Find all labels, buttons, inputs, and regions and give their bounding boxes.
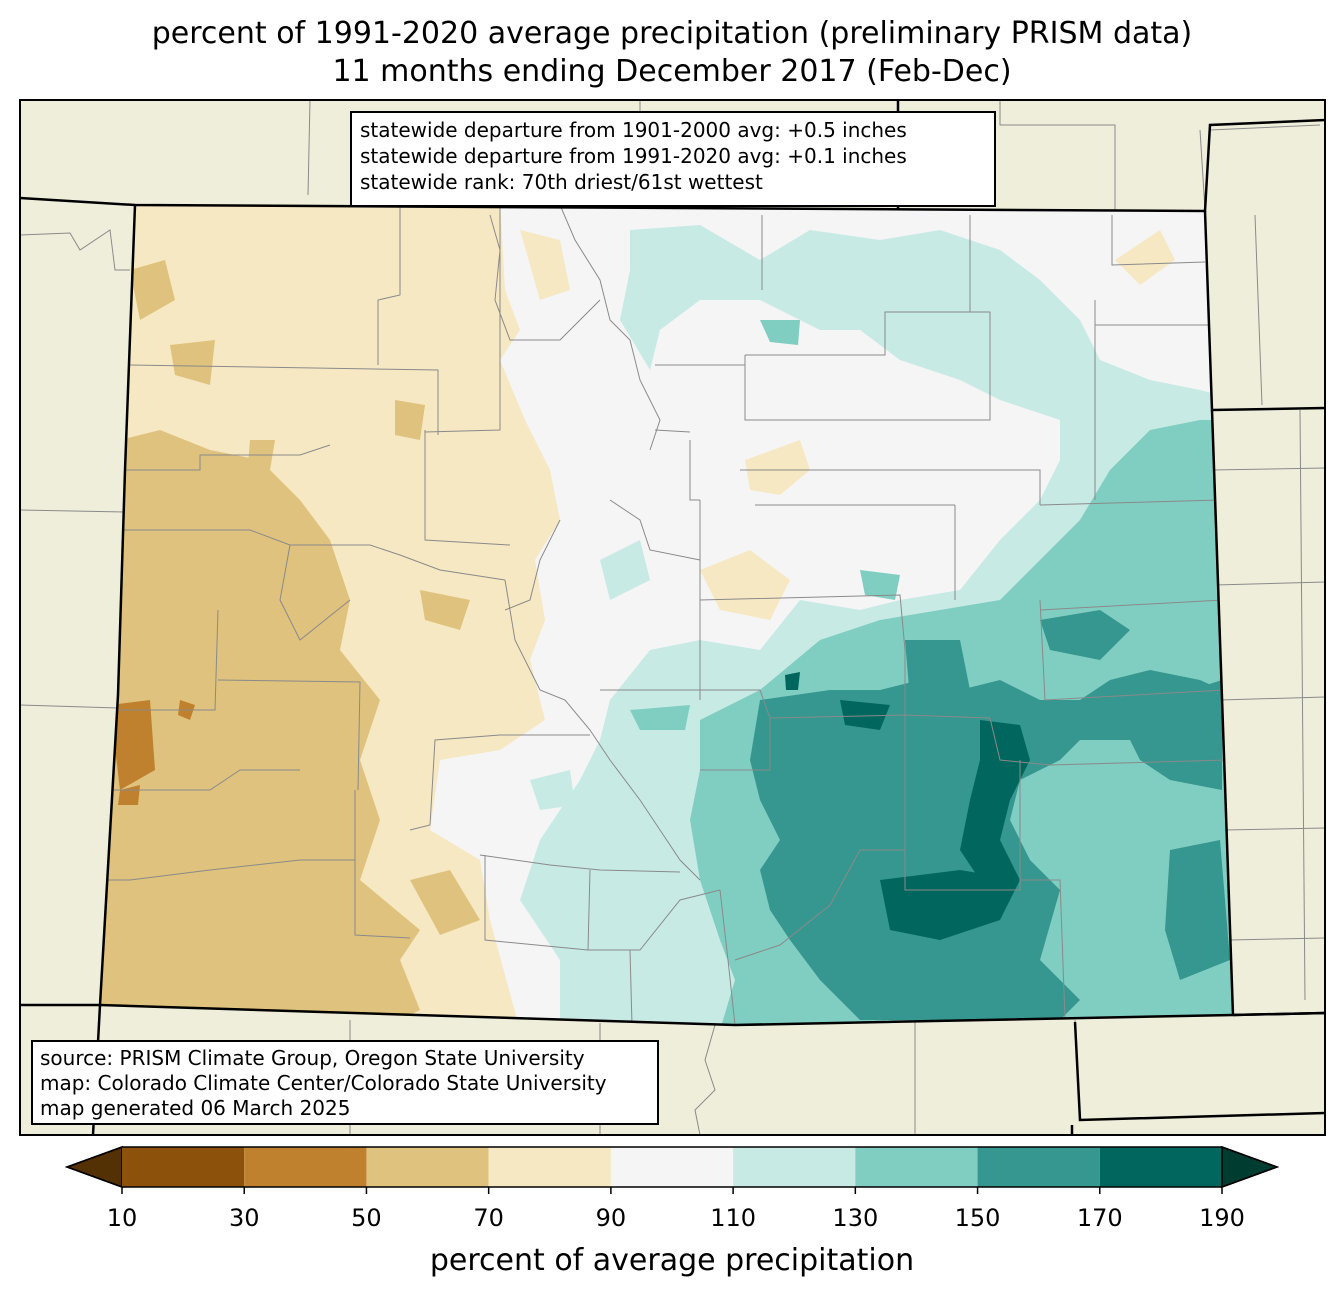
colorbar-tick-label: 70	[473, 1204, 504, 1232]
map-title-line-1: percent of 1991-2020 average precipitati…	[151, 16, 1193, 51]
colorbar-tick-label: 150	[954, 1204, 1001, 1232]
colorbar-tick-label: 30	[228, 1204, 260, 1232]
colorbar-tick-label: 190	[1199, 1204, 1245, 1232]
map-title-line-2: 11 months ending December 2017 (Feb-Dec)	[332, 54, 1012, 89]
statewide-stats-box: statewide departure from 1901-2000 avg: …	[350, 111, 996, 207]
stats-rank: statewide rank: 70th driest/61st wettest	[360, 170, 763, 194]
map-credit-line: map: Colorado Climate Center/Colorado St…	[40, 1071, 607, 1095]
county-lines	[108, 205, 1226, 1025]
colorbar-bin-130-150	[855, 1147, 978, 1187]
colorbar-bin-10-30	[122, 1147, 245, 1187]
colorbar-tick-label: 10	[106, 1204, 138, 1232]
colorbar-tick-label: 170	[1076, 1204, 1123, 1232]
colorbar	[64, 1145, 1280, 1194]
source-credits-box: source: PRISM Climate Group, Oregon Stat…	[31, 1040, 659, 1125]
colorbar-tick-label: 90	[595, 1204, 627, 1232]
colorbar-bin-90-110	[610, 1147, 734, 1187]
colorbar-tick-label: 50	[351, 1204, 382, 1232]
colorbar-bin-70-90	[488, 1147, 611, 1187]
colorbar-tick-label: 130	[832, 1204, 879, 1232]
source-line: source: PRISM Climate Group, Oregon Stat…	[40, 1046, 585, 1070]
colorbar-bin-170-190	[1099, 1147, 1222, 1187]
colorbar-bin-110-130	[733, 1147, 856, 1187]
colorbar-over-arrow	[1221, 1145, 1280, 1189]
colorbar-under-arrow	[64, 1145, 123, 1189]
precipitation-field	[100, 205, 1233, 1025]
stats-departure-1991-2020: statewide departure from 1991-2020 avg: …	[360, 144, 907, 168]
colorbar-label: percent of average precipitation	[429, 1243, 915, 1278]
colorbar-bin-30-50	[244, 1147, 367, 1187]
colorbar-bin-150-170	[977, 1147, 1100, 1187]
colorbar-bin-50-70	[366, 1147, 489, 1187]
stats-departure-1901-2000: statewide departure from 1901-2000 avg: …	[360, 118, 907, 142]
map-frame	[19, 99, 1326, 1136]
generated-date-line: map generated 06 March 2025	[40, 1096, 351, 1120]
colorbar-tick-label: 110	[710, 1204, 757, 1232]
